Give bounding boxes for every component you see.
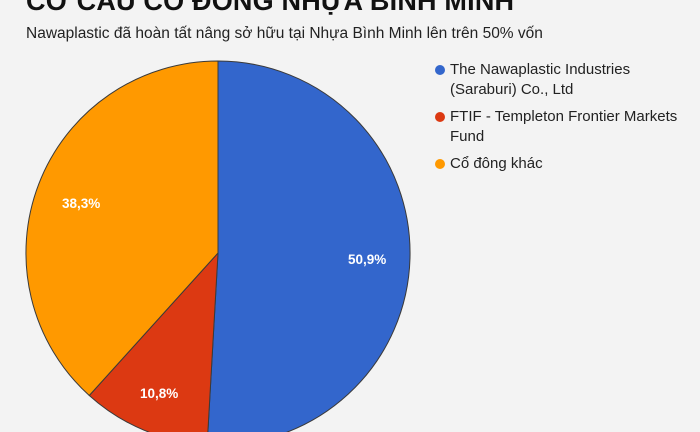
legend-item-other[interactable]: Cổ đông khác	[434, 154, 700, 174]
legend-label: FTIF - Templeton Frontier Markets Fund	[450, 108, 678, 145]
legend-item-ftif[interactable]: FTIF - Templeton Frontier Markets Fund	[434, 107, 700, 147]
legend-dot-icon	[435, 159, 445, 169]
legend-dot-icon	[435, 65, 445, 75]
legend-dot-icon	[435, 112, 445, 122]
slice-label-nawaplastic: 50,9%	[348, 252, 386, 267]
slice-label-other: 38,3%	[62, 196, 100, 211]
chart-subtitle: Nawaplastic đã hoàn tất nâng sở hữu tại …	[26, 25, 543, 42]
slice-nawaplastic[interactable]	[207, 60, 411, 432]
legend-label: Cổ đông khác	[450, 155, 543, 172]
slice-label-ftif: 10,8%	[140, 386, 178, 401]
legend-item-nawaplastic[interactable]: The Nawaplastic Industries (Saraburi) Co…	[434, 60, 700, 100]
chart-legend: The Nawaplastic Industries (Saraburi) Co…	[434, 60, 700, 181]
slice-other[interactable]	[25, 60, 219, 396]
slice-ftif[interactable]	[88, 252, 219, 432]
chart-title: CƠ CẤU CỔ ĐÔNG NHỰA BÌNH MINH	[26, 0, 515, 16]
legend-label: The Nawaplastic Industries (Saraburi) Co…	[450, 61, 631, 98]
